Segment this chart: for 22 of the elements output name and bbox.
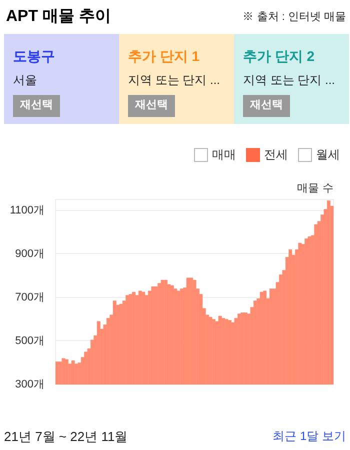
y-axis-title: 매물 수 [297,182,334,194]
title: APT 매물 추이 [6,7,111,27]
text: 매매 [212,147,236,162]
y-tick-label: 700개 [15,291,45,304]
text: 21년 7월 ~ 22년 11월 [4,428,128,446]
text: 지역 또는 단지 ... [243,72,336,89]
text: 재선택 [13,95,60,117]
text: 재선택 [243,95,290,117]
text: ※ 출처 : 인터넷 매물 [242,10,346,25]
text: 추가 단지 1 [128,47,200,66]
y-tick-label: 1100개 [10,204,44,216]
text: 지역 또는 단지 ... [128,72,220,89]
text: 재선택 [128,95,175,117]
y-tick-label: 300개 [15,378,45,390]
text: 전세 [264,147,288,162]
text: 월세 [316,147,340,162]
text: 추가 단지 2 [243,47,315,66]
y-tick-label: 500개 [15,334,45,347]
text: 최근 1달 보기 [272,428,346,445]
text: 도봉구 [13,47,55,66]
y-tick-label: 900개 [15,248,45,260]
text: 서울 [13,72,37,89]
